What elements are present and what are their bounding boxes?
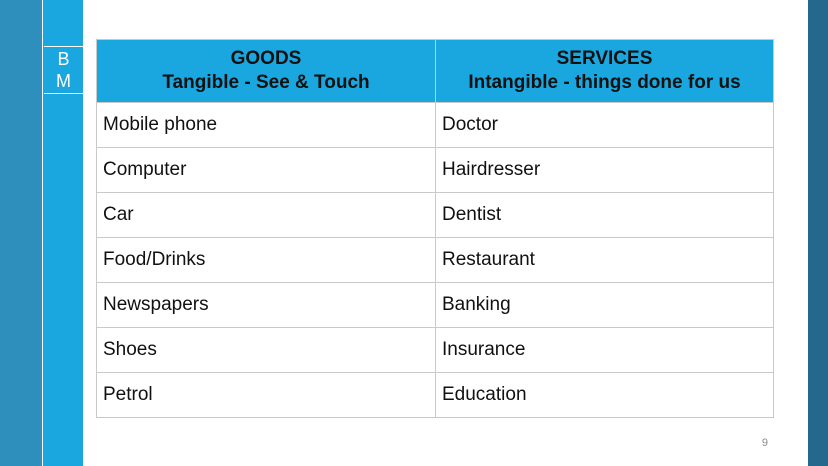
table-row: Car Dentist	[96, 192, 774, 238]
table-row: Shoes Insurance	[96, 327, 774, 373]
table-row: Food/Drinks Restaurant	[96, 237, 774, 283]
logo-letter-m: M	[56, 71, 71, 91]
goods-cell: Computer	[96, 147, 436, 193]
goods-header: GOODS Tangible - See & Touch	[96, 39, 436, 103]
table-row: Newspapers Banking	[96, 282, 774, 328]
page-number: 9	[761, 437, 768, 449]
goods-services-table: GOODS Tangible - See & Touch SERVICES In…	[96, 39, 774, 418]
goods-cell: Car	[96, 192, 436, 238]
goods-cell: Petrol	[96, 372, 436, 418]
goods-header-subtitle: Tangible - See & Touch	[162, 72, 370, 93]
services-header: SERVICES Intangible - things done for us	[435, 39, 774, 103]
services-cell: Education	[435, 372, 774, 418]
table-row: Computer Hairdresser	[96, 147, 774, 193]
services-cell: Dentist	[435, 192, 774, 238]
services-cell: Restaurant	[435, 237, 774, 283]
goods-cell: Newspapers	[96, 282, 436, 328]
services-cell: Insurance	[435, 327, 774, 373]
left-divider-line	[42, 0, 43, 466]
table-header-row: GOODS Tangible - See & Touch SERVICES In…	[96, 39, 774, 103]
logo-box: B M	[44, 46, 83, 94]
table-row: Mobile phone Doctor	[96, 102, 774, 148]
services-cell: Doctor	[435, 102, 774, 148]
services-header-subtitle: Intangible - things done for us	[468, 72, 741, 93]
goods-cell: Mobile phone	[96, 102, 436, 148]
services-cell: Hairdresser	[435, 147, 774, 193]
left-decorative-band	[0, 0, 42, 466]
goods-cell: Shoes	[96, 327, 436, 373]
left-accent-stripe	[42, 0, 83, 466]
goods-header-title: GOODS	[230, 48, 302, 69]
goods-cell: Food/Drinks	[96, 237, 436, 283]
services-cell: Banking	[435, 282, 774, 328]
table-row: Petrol Education	[96, 372, 774, 418]
logo-letter-b: B	[57, 49, 70, 69]
services-header-title: SERVICES	[556, 48, 653, 69]
right-decorative-band	[808, 0, 828, 466]
